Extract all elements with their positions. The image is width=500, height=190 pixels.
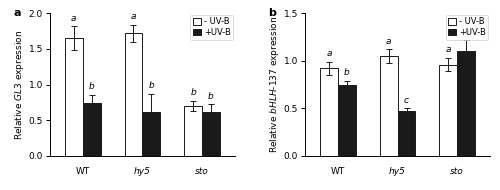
Text: b: b (208, 92, 214, 101)
Bar (184, 106, 202, 156)
Text: sto: sto (450, 167, 464, 176)
Text: a: a (446, 45, 451, 54)
Text: a: a (326, 49, 332, 58)
Bar (83, 103, 100, 156)
Bar (320, 68, 338, 156)
Text: b: b (148, 81, 154, 90)
Y-axis label: Relative $\it{bHLH}$-137 expression: Relative $\it{bHLH}$-137 expression (268, 16, 281, 153)
Bar (65, 38, 83, 156)
Y-axis label: Relative $\it{GL3}$ expression: Relative $\it{GL3}$ expression (13, 29, 26, 140)
Bar (398, 111, 415, 156)
Bar (338, 86, 356, 156)
Legend: - UV-B, +UV-B: - UV-B, +UV-B (446, 15, 488, 40)
Bar (124, 33, 142, 156)
Bar (380, 56, 398, 156)
Bar (142, 112, 160, 156)
Bar (457, 51, 475, 156)
Text: b: b (89, 82, 94, 91)
Text: WT: WT (76, 167, 90, 176)
Text: b: b (344, 68, 350, 77)
Text: hy5: hy5 (134, 167, 151, 176)
Text: a: a (464, 27, 469, 36)
Legend: - UV-B, +UV-B: - UV-B, +UV-B (190, 15, 233, 40)
Text: hy5: hy5 (389, 167, 406, 176)
Text: a: a (13, 8, 20, 18)
Text: sto: sto (195, 167, 209, 176)
Text: WT: WT (331, 167, 345, 176)
Text: b: b (268, 8, 276, 18)
Text: a: a (71, 13, 76, 23)
Bar (440, 65, 457, 156)
Text: c: c (404, 96, 409, 105)
Text: a: a (130, 12, 136, 21)
Bar (202, 112, 220, 156)
Text: a: a (386, 37, 392, 46)
Text: b: b (190, 88, 196, 97)
